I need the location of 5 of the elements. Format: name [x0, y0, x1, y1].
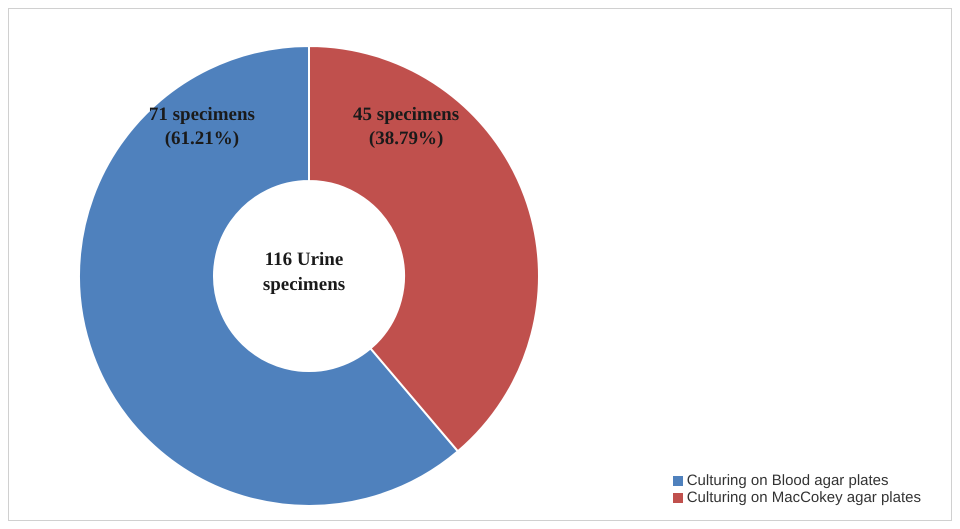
legend-label: Culturing on MacCokey agar plates	[686, 489, 921, 506]
legend-label: Culturing on Blood agar plates	[686, 472, 888, 489]
data-label: 45 specimens (38.79%)	[353, 104, 460, 149]
data-label: 71 specimens (61.21%)	[148, 104, 255, 149]
text: 116 Urine specimens	[262, 248, 346, 294]
